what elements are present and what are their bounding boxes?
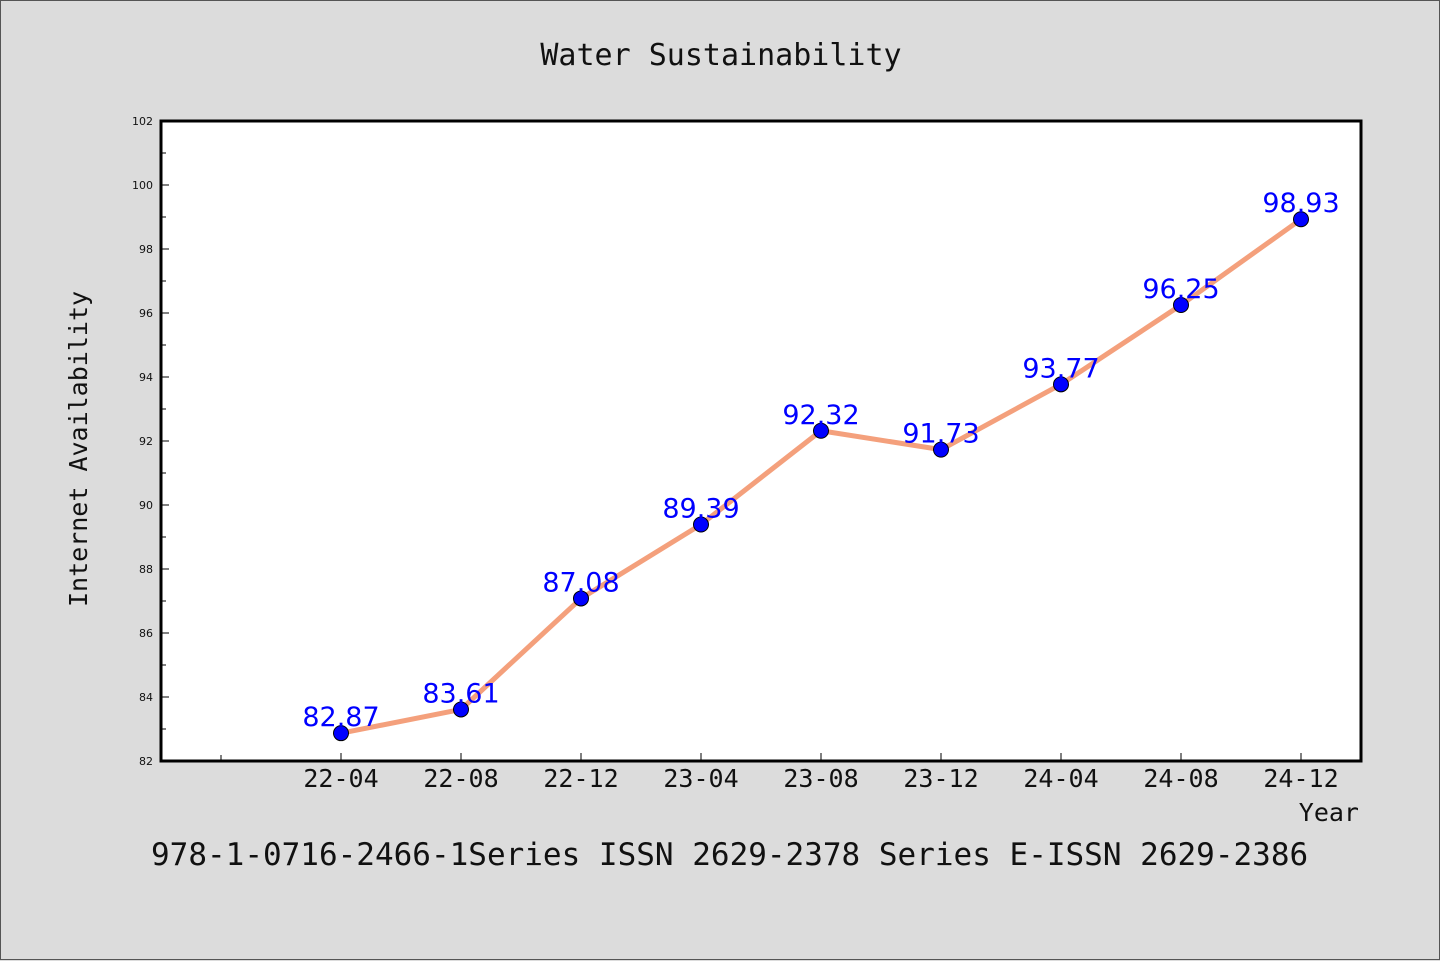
data-point-label: 93.77 <box>1022 353 1099 384</box>
data-point-marker <box>333 725 349 742</box>
x-tick-label: 22-04 <box>303 764 378 793</box>
data-point-label: 87.08 <box>542 567 619 598</box>
y-tick-label: 84 <box>139 691 153 704</box>
x-tick-label: 24-08 <box>1143 764 1218 793</box>
y-tick-label: 94 <box>139 371 153 384</box>
data-point-label: 96.25 <box>1142 274 1219 305</box>
data-point-marker <box>573 590 589 607</box>
data-point-label: 82.87 <box>302 702 379 733</box>
y-tick-label: 82 <box>139 755 153 768</box>
data-point-label: 98.93 <box>1262 188 1339 219</box>
x-tick-label: 23-08 <box>783 764 858 793</box>
data-point-marker <box>933 441 949 458</box>
y-tick-label: 90 <box>139 499 153 512</box>
chart-title: Water Sustainability <box>540 38 901 73</box>
y-tick-label: 102 <box>132 115 153 128</box>
series-line-group: 82.87 83.61 87.08 89.39 92.32 91.73 93.77 96.25… <box>302 188 1340 742</box>
plot-border <box>159 119 1363 763</box>
data-point-marker <box>1173 297 1189 313</box>
x-tick-label: 22-08 <box>423 764 498 793</box>
x-tick-label: 24-04 <box>1023 764 1098 793</box>
y-tick-label: 100 <box>132 179 153 192</box>
data-point-marker <box>453 701 469 718</box>
y-tick-label: 96 <box>139 307 153 320</box>
data-point-marker <box>1053 376 1069 393</box>
y-axis-label: Internet Availability <box>64 291 93 607</box>
x-tick-label: 23-04 <box>663 764 738 793</box>
y-tick-label: 86 <box>139 627 153 640</box>
plot-area <box>161 121 1361 761</box>
y-tick-label: 98 <box>139 243 153 256</box>
data-point-marker <box>693 516 709 533</box>
data-point-marker <box>813 422 829 439</box>
x-tick-label: 23-12 <box>903 764 978 793</box>
x-axis-label: Year <box>1299 798 1359 827</box>
y-tick-label: 88 <box>139 563 153 576</box>
data-point-label: 83.61 <box>422 678 499 709</box>
footer-text: 978-1-0716-2466-1Series ISSN 2629-2378 S… <box>151 837 1308 873</box>
x-axis: 22-04 22-08 22-12 23-04 23-08 23-12 24-04 24-08… <box>220 753 1339 793</box>
x-tick-label: 22-12 <box>543 764 618 793</box>
y-tick-label: 92 <box>139 435 153 448</box>
y-axis: 82 84 86 88 90 92 94 96 98 100 102 <box>132 115 169 768</box>
data-point-label: 92.32 <box>782 400 859 431</box>
data-point-label: 89.39 <box>662 494 739 525</box>
data-point-label: 91.73 <box>902 419 979 450</box>
x-tick-label: 24-12 <box>1263 764 1338 793</box>
data-point-marker <box>1293 211 1309 228</box>
